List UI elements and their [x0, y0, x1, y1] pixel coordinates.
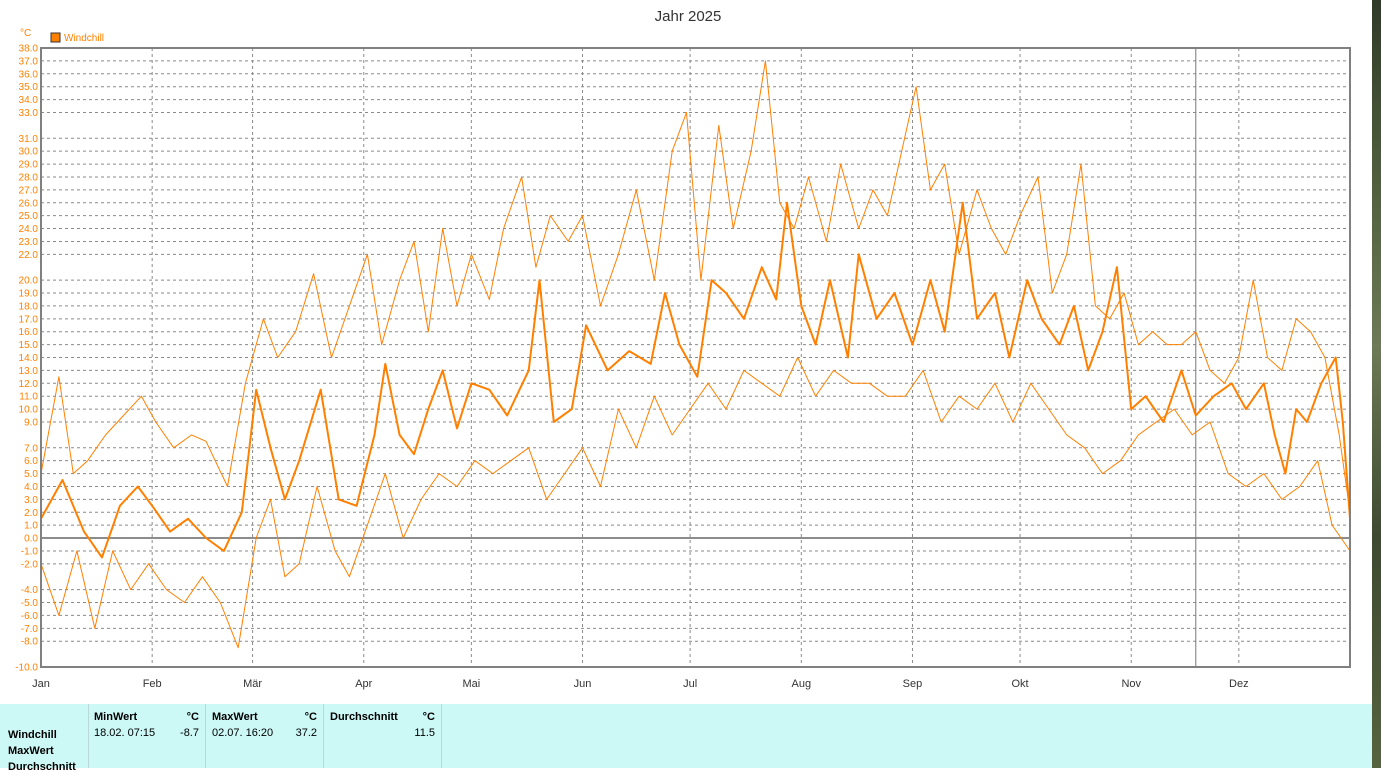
series-line-minwert — [40, 357, 1351, 649]
min-column: MinWert °C 18.02. 07:15 -8.7 — [88, 704, 206, 768]
x-tick-label: Okt — [1011, 678, 1028, 690]
y-tick-label: -7.0 — [21, 624, 39, 635]
y-tick-label: 1.0 — [24, 521, 38, 532]
y-tick-label: 2.0 — [24, 508, 38, 519]
plot-frame — [40, 47, 1351, 668]
y-tick-label: 22.0 — [19, 250, 39, 261]
y-tick-label: 33.0 — [19, 108, 39, 119]
y-tick-label: -6.0 — [21, 611, 39, 622]
series-line-maxwert — [40, 60, 1351, 513]
y-tick-label: 29.0 — [19, 160, 39, 171]
y-tick-label: 15.0 — [19, 340, 39, 351]
min-time: 18.02. 07:15 — [94, 727, 156, 739]
y-tick-label: 7.0 — [24, 443, 38, 454]
y-tick-label: 9.0 — [24, 417, 38, 428]
avg-unit: °C — [422, 711, 435, 723]
min-unit: °C — [186, 711, 199, 723]
min-header: MinWert — [94, 711, 138, 723]
y-tick-label: 20.0 — [19, 276, 39, 287]
legend-label: Windchill — [64, 33, 104, 44]
y-tick-label: 27.0 — [19, 185, 39, 196]
row-label-maxwert: MaxWert — [8, 745, 54, 757]
max-unit: °C — [304, 711, 317, 723]
stats-panel: Windchill MaxWert Durchschnitt MinWert °… — [0, 704, 1372, 773]
y-tick-label: 12.0 — [19, 379, 39, 390]
max-time: 02.07. 16:20 — [212, 727, 274, 739]
x-tick-label: Mär — [243, 678, 262, 690]
avg-column: Durchschnitt °C 11.5 — [324, 704, 442, 768]
x-tick-label: Nov — [1121, 678, 1141, 690]
y-tick-label: 10.0 — [19, 405, 39, 416]
series-line-windchill — [40, 201, 1351, 559]
max-header: MaxWert — [212, 711, 258, 723]
max-column: MaxWert °C 02.07. 16:20 37.2 — [206, 704, 324, 768]
x-tick-label: Dez — [1229, 678, 1249, 690]
x-tick-label: Mai — [462, 678, 480, 690]
y-tick-label: 30.0 — [19, 147, 39, 158]
x-tick-label: Sep — [903, 678, 923, 690]
y-tick-label: -1.0 — [21, 546, 39, 557]
y-tick-label: 19.0 — [19, 289, 39, 300]
y-tick-label: -10.0 — [15, 663, 38, 674]
x-tick-label: Jul — [683, 678, 697, 690]
x-tick-label: Aug — [792, 678, 812, 690]
y-tick-label: 37.0 — [19, 56, 39, 67]
legend-swatch — [50, 32, 61, 43]
y-tick-label: 36.0 — [19, 69, 39, 80]
avg-header: Durchschnitt — [330, 711, 398, 723]
y-tick-label: 5.0 — [24, 469, 38, 480]
y-tick-label: 3.0 — [24, 495, 38, 506]
max-value: 37.2 — [295, 727, 317, 739]
y-tick-label: 28.0 — [19, 172, 39, 183]
y-tick-label: 34.0 — [19, 95, 39, 106]
y-tick-label: 23.0 — [19, 237, 39, 248]
min-value: -8.7 — [180, 727, 199, 739]
x-tick-label: Feb — [143, 678, 162, 690]
x-tick-label: Jun — [574, 678, 592, 690]
window-edge — [1372, 0, 1381, 768]
chart-title: Jahr 2025 — [655, 8, 722, 25]
y-tick-label: 6.0 — [24, 456, 38, 467]
x-tick-label: Apr — [355, 678, 372, 690]
chart: 38.037.0 36.0 35.0 34.0 33.0 31.0 30.0 29.028.0… — [15, 8, 1351, 690]
y-tick-label: 26.0 — [19, 198, 39, 209]
y-tick-label: 35.0 — [19, 82, 39, 93]
y-tick-label: -4.0 — [21, 585, 39, 596]
y-tick-label: -8.0 — [21, 637, 39, 648]
y-tick-label: -5.0 — [21, 598, 39, 609]
y-tick-label: -2.0 — [21, 559, 39, 570]
avg-value: 11.5 — [414, 727, 435, 739]
y-tick-label: 24.0 — [19, 224, 39, 235]
y-tick-label: 17.0 — [19, 314, 39, 325]
x-tick-label: Jan — [32, 678, 50, 690]
y-tick-label: 14.0 — [19, 353, 39, 364]
y-tick-label: 38.0 — [19, 44, 39, 55]
row-label-durchschnitt: Durchschnitt — [8, 761, 76, 773]
y-tick-label: 16.0 — [19, 327, 39, 338]
y-tick-label: 31.0 — [19, 134, 39, 145]
y-tick-label: 25.0 — [19, 211, 39, 222]
y-tick-label: 11.0 — [19, 392, 38, 403]
row-label-windchill: Windchill — [8, 729, 57, 741]
y-tick-label: 18.0 — [19, 301, 39, 312]
y-tick-label: 4.0 — [24, 482, 38, 493]
y-tick-label: 13.0 — [19, 366, 39, 377]
y-tick-label: 0.0 — [24, 534, 38, 545]
y-axis-unit: °C — [20, 28, 31, 39]
